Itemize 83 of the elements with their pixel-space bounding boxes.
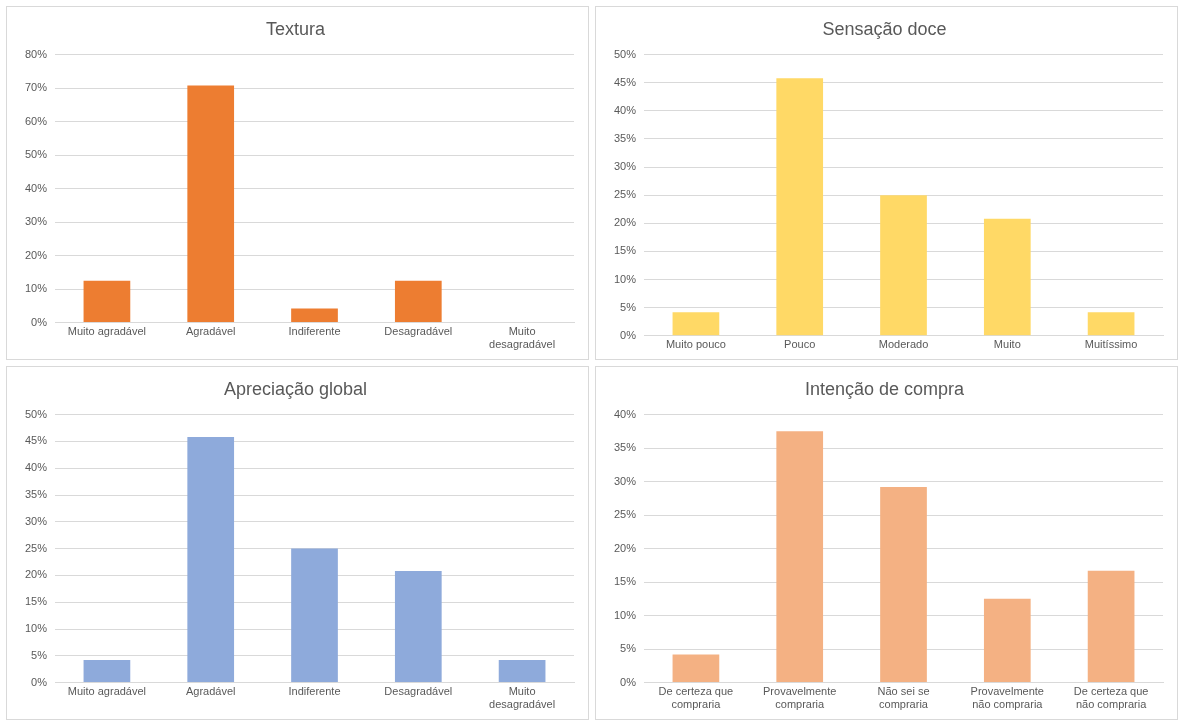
y-tick-label: 40% [24,181,48,194]
x-tick-label: Indiferente [288,325,341,338]
y-tick-label: 20% [613,216,637,229]
y-tick-label: 60% [24,114,48,127]
y-tick-label: 25% [613,188,637,201]
x-tick-label: Não sei se compraria [877,685,930,711]
x-tick-label: De certeza que não compraria [1073,685,1149,711]
y-tick-label: 15% [24,595,48,608]
y-tick-label: 35% [613,131,637,144]
bar [983,598,1031,683]
y-tick-label: 35% [24,488,48,501]
y-tick-label: 20% [24,248,48,261]
y-tick-label: 0% [620,675,637,688]
bar [880,486,927,683]
x-tick-label: Muito agradável [67,325,147,338]
y-tick-label: 45% [613,75,637,88]
x-tick-label: Pouco [784,338,816,351]
y-tick-label: 30% [24,215,48,228]
bar [1087,570,1135,683]
x-tick-label: Provavelmente não compraria [970,685,1044,711]
x-tick-label: Agradável [185,685,236,698]
x-tick-label: Muito desagradável [489,325,556,351]
y-tick-label: 10% [24,622,48,635]
bar [83,660,131,683]
bar [187,437,235,683]
y-tick-label: 10% [613,272,637,285]
bar [672,654,720,683]
y-tick-label: 40% [613,407,637,420]
x-tick-label: Moderado [878,338,929,351]
x-tick-label: Indiferente [288,685,341,698]
x-tick-label: Muito agradável [67,685,147,698]
y-tick-label: 20% [24,568,48,581]
y-tick-label: 5% [620,642,637,655]
bar [776,431,824,683]
x-tick-label: Desagradável [384,325,453,338]
x-tick-label: Muito desagradável [489,685,556,711]
chart-title: Intenção de compra [804,378,966,399]
y-tick-label: 0% [31,315,48,328]
x-tick-label: Provavelmente compraria [763,685,837,711]
x-tick-label: Desagradável [384,685,453,698]
y-tick-label: 30% [24,514,48,527]
y-tick-label: 15% [613,575,637,588]
y-tick-label: 10% [613,608,637,621]
y-tick-label: 30% [613,160,637,173]
bar [291,548,338,683]
y-tick-label: 80% [24,47,48,60]
bar [498,660,546,683]
bar [291,308,338,323]
bar [983,218,1031,336]
x-tick-label: Muito [993,338,1021,351]
x-tick-label: De certeza que compraria [658,685,734,711]
chart-title: Sensação doce [822,18,947,39]
y-tick-label: 50% [24,407,48,420]
chart-title: Textura [265,18,326,39]
y-tick-label: 5% [620,300,637,313]
y-tick-label: 0% [31,675,48,688]
y-tick-label: 40% [24,461,48,474]
x-tick-label: Muito pouco [665,338,726,351]
y-tick-label: 45% [24,434,48,447]
y-tick-label: 50% [613,47,637,60]
y-tick-label: 25% [613,508,637,521]
x-tick-label: Muitíssimo [1084,338,1138,351]
bar [880,195,927,336]
bar [83,280,131,323]
bar [1087,312,1135,336]
y-tick-label: 40% [613,103,637,116]
y-tick-label: 10% [24,282,48,295]
y-tick-label: 50% [24,148,48,161]
y-tick-label: 20% [613,541,637,554]
bar [394,571,442,683]
y-tick-label: 5% [31,648,48,661]
y-tick-label: 25% [24,541,48,554]
bar [187,85,235,323]
y-tick-label: 15% [613,244,637,257]
y-tick-label: 70% [24,81,48,94]
chart-title: Apreciação global [223,378,368,399]
y-tick-label: 30% [613,474,637,487]
y-tick-label: 0% [620,328,637,341]
y-tick-label: 35% [613,441,637,454]
bar [776,78,824,336]
bar [672,312,720,336]
x-tick-label: Agradável [185,325,236,338]
bar [394,280,442,323]
